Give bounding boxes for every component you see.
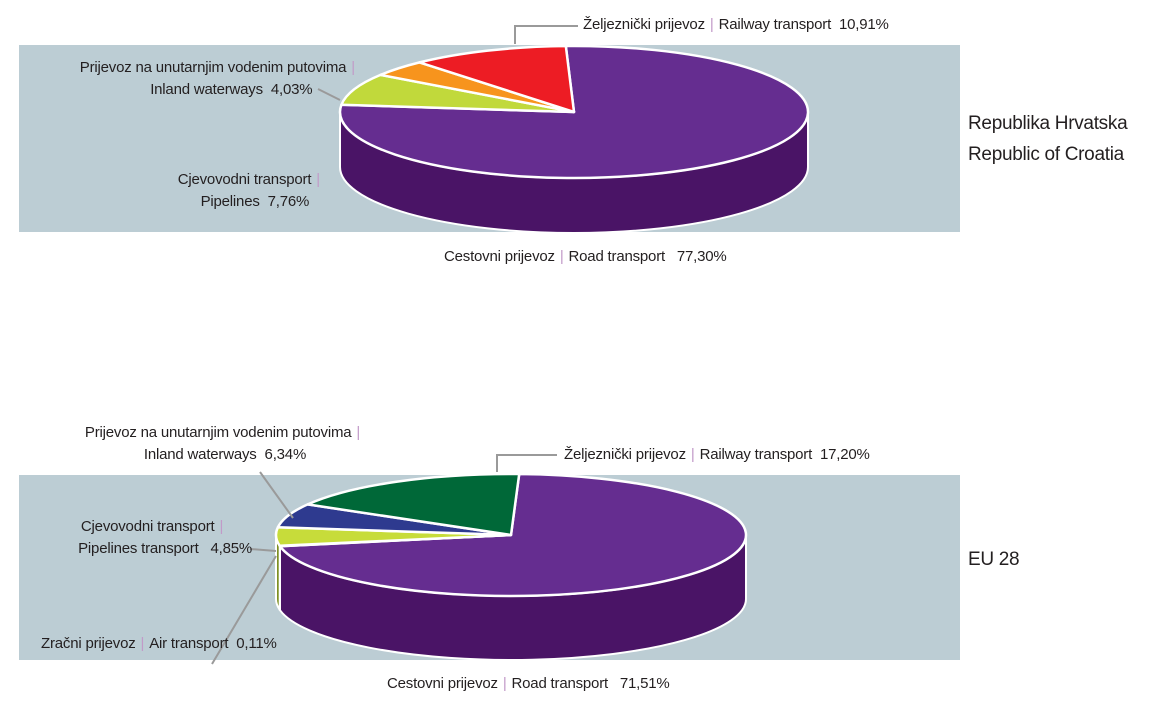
label-waterways-hr: Prijevoz na unutarnjim vodenim putovima |… — [79, 59, 355, 98]
label-railway-eu: Željeznički prijevoz | Railway transport 1… — [564, 446, 870, 463]
pie-slice-0 — [278, 472, 748, 598]
pie-eu28 — [274, 472, 748, 661]
leader-line-waterways-eu — [259, 471, 294, 519]
pie-slice-3 — [418, 44, 576, 114]
pie-slice-1 — [340, 73, 576, 114]
label-railway-hr: Željeznički prijevoz | Railway transport 1… — [583, 16, 889, 33]
label-road-eu: Cestovni prijevoz | Road transport 71,51% — [387, 675, 670, 692]
region-label-eu28: EU 28 — [968, 549, 1020, 570]
label-pipelines-eu: Cjevovodni transport | Pipelines transpor… — [78, 518, 252, 557]
leader-lines — [211, 25, 578, 665]
leader-line-railway-hr — [514, 25, 578, 44]
leader-line-air-eu — [211, 555, 277, 665]
pie-slice-4 — [306, 472, 521, 537]
leader-line-waterways-hr — [317, 88, 341, 101]
label-waterways-eu: Prijevoz na unutarnjim vodenim putovima |… — [84, 424, 361, 463]
label-pipelines-hr: Cjevovodni transport | Pipelines 7,76% — [177, 171, 320, 210]
leader-line-pipelines-eu — [249, 548, 277, 552]
leader-line-railway-eu — [496, 454, 557, 472]
label-road-hr: Cestovni prijevoz | Road transport 77,30% — [444, 248, 727, 265]
label-air-eu: Zračni prijevoz | Air transport 0,11% — [41, 635, 277, 652]
region-label-croatia: Republika Hrvatska Republic of Croatia — [968, 113, 1128, 165]
pie-croatia — [338, 44, 810, 234]
